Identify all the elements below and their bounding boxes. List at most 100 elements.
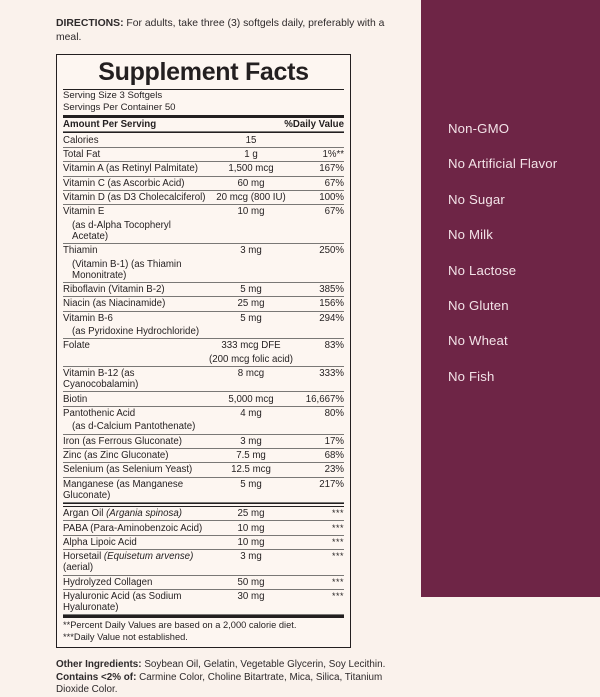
nutrient-amount: 10 mg <box>237 206 265 218</box>
ingredient-name: Hyaluronic Acid (as Sodium Hyaluronate) <box>63 589 208 616</box>
ingredient-amount: 10 mg <box>208 535 294 551</box>
nutrient-amount: 4 mg <box>240 407 262 419</box>
ingredient-daily-value: *** <box>294 535 344 551</box>
table-row: Vitamin B-6 5 mg 294% <box>63 311 344 325</box>
primary-nutrients-table: Calories 15 Total Fat 1 g 1%** Vitamin A (as … <box>63 133 344 504</box>
table-row-continuation: (as d-Alpha Tocopheryl Acetate) <box>63 218 344 244</box>
table-row: Calories 15 <box>63 133 344 148</box>
claim-item-7: No Fish <box>448 368 495 384</box>
nutrient-daily-value-sub <box>294 324 344 340</box>
claim-item-0: Non-GMO <box>448 121 510 136</box>
table-row: Hyaluronic Acid (as Sodium Hyaluronate) 3… <box>63 589 344 616</box>
daily-value-header: %Daily Value <box>284 118 344 133</box>
ingredient-name: Argan Oil (Argania spinosa) <box>63 507 208 522</box>
serving-size: Serving Size 3 Softgels <box>63 90 163 102</box>
secondary-ingredients-table: Argan Oil (Argania spinosa) 25 mg *** PABA … <box>63 507 344 616</box>
nutrient-amount-sub <box>208 218 294 244</box>
nutrient-daily-value-sub <box>294 257 344 283</box>
claim-item-6: No Wheat <box>448 333 508 349</box>
table-row: Vitamin B-12 (as Cyanocobalamin) 8 mcg 333… <box>63 366 344 393</box>
table-row: Folate 333 mcg DFE 83% <box>63 339 344 353</box>
nutrient-name: Vitamin B-6 <box>63 312 113 324</box>
nutrient-amount-sub: (200 mcg folic acid) <box>208 352 294 367</box>
nutrient-daily-value: 217% <box>294 477 344 504</box>
nutrient-name-sub: (as Pyridoxine Hydrochloride) <box>63 324 208 340</box>
nutrient-amount: 5 mg <box>208 477 294 504</box>
secondary-ingredients-body: Argan Oil (Argania spinosa) 25 mg *** PABA … <box>63 507 344 616</box>
table-row: Total Fat 1 g 1%** <box>63 147 344 163</box>
nutrient-daily-value: 67% <box>294 176 344 191</box>
nutrient-name-sub: (as d-Alpha Tocopheryl Acetate) <box>63 218 208 244</box>
botanical-latin-name: (Argania spinosa) <box>106 508 183 520</box>
amount-col-spacer <box>198 118 285 133</box>
nutrient-daily-value: 167% <box>294 161 344 177</box>
nutrient-daily-value: 156% <box>294 296 344 312</box>
ingredient-daily-value: *** <box>294 575 344 590</box>
footnote-not-established: ***Daily Value not established. <box>63 631 188 642</box>
supplement-facts-title: Supplement Facts <box>98 58 309 87</box>
ingredient-name: Alpha Lipoic Acid <box>63 535 208 551</box>
nutrient-name: Thiamin <box>63 245 98 257</box>
nutrient-amount: 60 mg <box>208 176 294 191</box>
nutrient-name: Folate <box>63 340 90 352</box>
nutrient-name: Vitamin C (as Ascorbic Acid) <box>63 176 208 191</box>
nutrient-name: Iron (as Ferrous Gluconate) <box>63 434 208 449</box>
ingredient-daily-value: *** <box>294 507 344 522</box>
servings-per-container: Servings Per Container 50 <box>63 101 176 113</box>
claim-item-5: No Gluten <box>448 297 509 313</box>
table-row: Iron (as Ferrous Gluconate) 3 mg 17% <box>63 434 344 449</box>
nutrient-daily-value: 67% <box>324 206 344 218</box>
nutrient-daily-value: 17% <box>294 434 344 449</box>
table-row: Thiamin 3 mg 250% <box>63 244 344 258</box>
nutrient-name-sub <box>63 352 208 367</box>
claim-item-2: No Sugar <box>448 191 505 207</box>
nutrient-name: Zinc (as Zinc Gluconate) <box>63 448 208 464</box>
supplement-facts-panel: Supplement Facts Serving Size 3 Softgels… <box>56 54 351 649</box>
nutrient-amount: 3 mg <box>240 245 262 257</box>
ingredient-amount: 50 mg <box>208 575 294 590</box>
table-row: Vitamin E 10 mg 67% <box>63 205 344 219</box>
nutrient-amount-sub <box>208 420 294 435</box>
claims-panel: Non-GMO No Artificial Flavor No Sugar No Mi… <box>421 0 600 597</box>
nutrient-amount: 3 mg <box>208 434 294 449</box>
footnote-daily-value-basis: **Percent Daily Values are based on a 2,… <box>63 620 297 631</box>
table-row-continuation: (as d-Calcium Pantothenate) <box>63 420 344 435</box>
nutrient-amount: 8 mcg <box>208 366 294 393</box>
other-ingredients-text: Soybean Oil, Gelatin, Vegetable Glycerin… <box>141 659 386 671</box>
other-ingredients-paragraph: Other Ingredients: Soybean Oil, Gelatin,… <box>56 659 396 697</box>
ingredient-amount: 3 mg <box>208 549 294 576</box>
nutrient-daily-value: 80% <box>324 407 344 419</box>
nutrient-daily-value: 100% <box>294 190 344 206</box>
botanical-latin-name: (Equisetum arvense) <box>103 551 194 563</box>
nutrient-name: Pantothenic Acid <box>63 407 136 419</box>
title-divider <box>63 89 344 91</box>
nutrient-amount-sub <box>208 324 294 340</box>
nutrient-name: Calories <box>63 133 208 148</box>
nutrient-name-sub: (as d-Calcium Pantothenate) <box>63 420 208 435</box>
claim-item-4: No Lactose <box>448 262 517 278</box>
nutrient-name: Biotin <box>63 391 208 407</box>
nutrient-daily-value-sub <box>294 352 344 367</box>
nutrient-name: Vitamin A (as Retinyl Palmitate) <box>63 161 208 177</box>
nutrient-amount: 333 mcg DFE <box>221 340 281 352</box>
other-ingredients-label: Other Ingredients: <box>56 659 142 671</box>
contains-label: Contains <2% of: <box>56 671 137 683</box>
nutrient-daily-value: 1%** <box>294 147 344 163</box>
table-row: Vitamin D (as D3 Cholecalciferol) 20 mcg … <box>63 190 344 206</box>
claim-item-1: No Artificial Flavor <box>448 156 558 172</box>
ingredient-name: PABA (Para-Aminobenzoic Acid) <box>63 520 208 536</box>
nutrient-amount: 7.5 mg <box>208 448 294 464</box>
claims-list: Non-GMO No Artificial Flavor No Sugar No Mi… <box>448 121 600 405</box>
nutrient-name: Manganese (as Manganese Gluconate) <box>63 477 208 504</box>
nutrition-table-body: Amount Per Serving %Daily Value <box>63 118 344 133</box>
nutrient-daily-value: 16,667% <box>294 391 344 407</box>
table-row: Alpha Lipoic Acid 10 mg *** <box>63 535 344 551</box>
serving-info: Serving Size 3 Softgels Servings Per Con… <box>63 90 344 113</box>
nutrient-daily-value-sub <box>294 420 344 435</box>
nutrient-daily-value: 294% <box>319 312 344 324</box>
header-divider <box>63 132 344 134</box>
table-row: PABA (Para-Aminobenzoic Acid) 10 mg *** <box>63 520 344 536</box>
table-row-continuation: (as Pyridoxine Hydrochloride) <box>63 324 344 340</box>
nutrient-daily-value: 333% <box>294 366 344 393</box>
nutrient-amount: 25 mg <box>208 296 294 312</box>
